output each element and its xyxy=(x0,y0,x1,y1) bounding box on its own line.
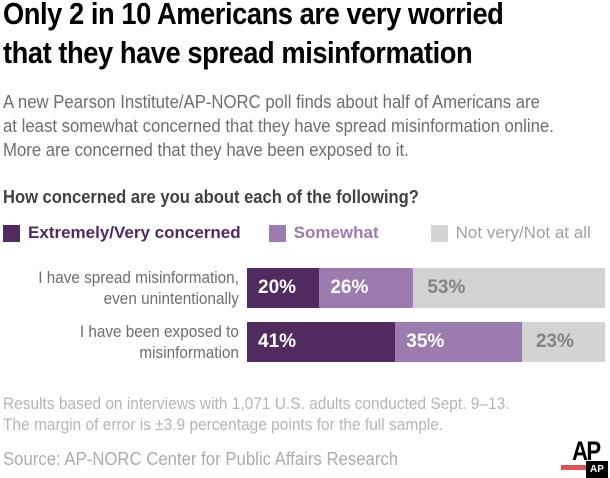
legend-item-not-very-not-at-all: Not very/Not at all xyxy=(430,223,591,243)
methodology-note: Results based on interviews with 1,071 U… xyxy=(3,394,510,434)
stacked-bar: 20% 26% 53% xyxy=(247,268,605,308)
legend-swatch-somewhat xyxy=(268,224,286,242)
segment-value-label: 35% xyxy=(406,331,445,352)
ap-logo-red-bar xyxy=(561,465,588,470)
chart: I have spread misinformation, even unint… xyxy=(3,268,605,376)
legend-swatch-extremely-very-concerned xyxy=(3,224,20,242)
bar-segment-somewhat: 26% xyxy=(319,268,414,308)
question-heading: How concerned are you about each of the … xyxy=(3,187,419,207)
segment-value-label: 41% xyxy=(258,331,297,352)
category-label: I have been exposed to misinformation xyxy=(79,322,239,362)
legend-item-extremely-very-concerned: Extremely/Very concerned xyxy=(3,223,241,243)
ap-logo-wordmark: AP xyxy=(572,436,601,466)
bar-segment-not-very-not-at-all: 23% xyxy=(521,322,605,362)
legend-swatch-not-very-not-at-all xyxy=(430,224,448,242)
segment-value-label: 53% xyxy=(427,277,466,298)
description: A new Pearson Institute/AP-NORC poll fin… xyxy=(3,92,554,160)
legend: Extremely/Very concerned Somewhat Not ve… xyxy=(3,223,591,243)
segment-value-label: 26% xyxy=(330,277,369,298)
bar-segment-not-very-not-at-all: 53% xyxy=(413,268,605,308)
segment-value-label: 23% xyxy=(535,331,574,352)
legend-item-somewhat: Somewhat xyxy=(268,223,379,243)
headline: Only 2 in 10 Americans are very worried … xyxy=(3,0,504,70)
ap-logo-mark: AP xyxy=(586,461,608,478)
category-label: I have spread misinformation, even unint… xyxy=(38,268,239,308)
chart-row: I have spread misinformation, even unint… xyxy=(3,268,605,308)
ap-logo-mark-text: AP xyxy=(590,464,604,475)
legend-label-extremely-very-concerned: Extremely/Very concerned xyxy=(28,223,241,242)
segment-value-label: 20% xyxy=(258,277,297,298)
legend-label-not-very-not-at-all: Not very/Not at all xyxy=(455,223,591,242)
bar-segment-extremely-very-concerned: 20% xyxy=(247,268,320,308)
bar-segment-somewhat: 35% xyxy=(395,322,522,362)
legend-label-somewhat: Somewhat xyxy=(293,223,379,242)
stacked-bar: 41% 35% 23% xyxy=(247,322,605,362)
chart-row: I have been exposed to misinformation 41%… xyxy=(3,322,605,362)
ap-logo: AP AP xyxy=(561,436,609,478)
source-line: Source: AP-NORC Center for Public Affair… xyxy=(3,449,399,469)
bar-segment-extremely-very-concerned: 41% xyxy=(247,322,396,362)
